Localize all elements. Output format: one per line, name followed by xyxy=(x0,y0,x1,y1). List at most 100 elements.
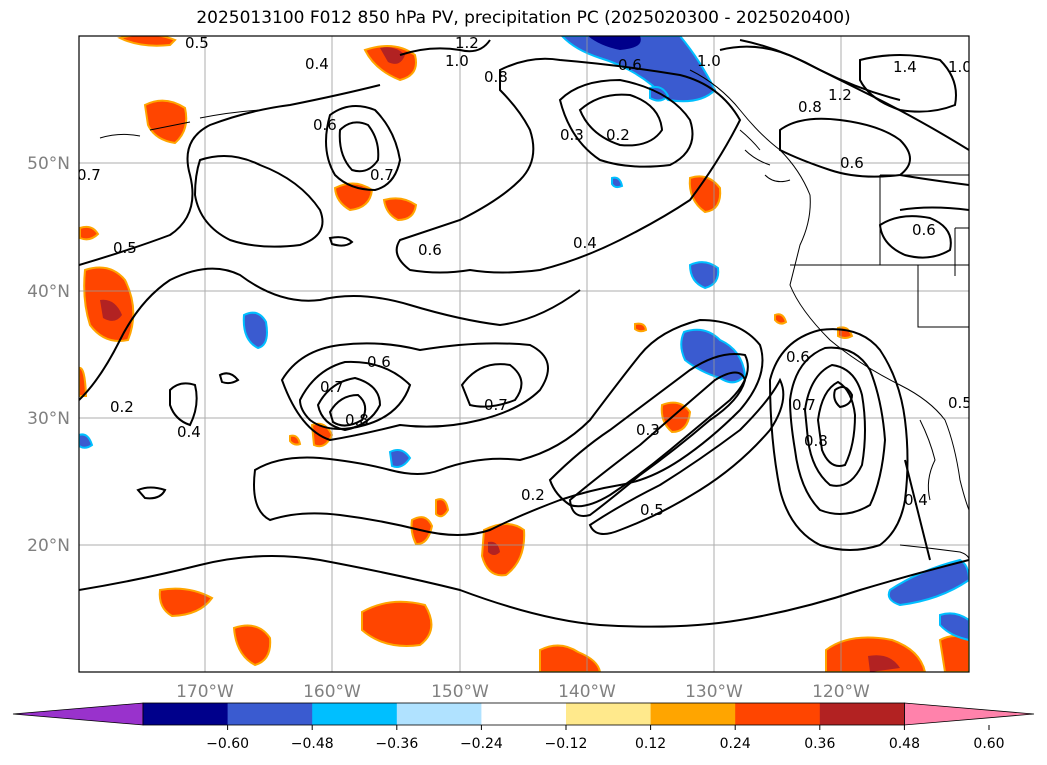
contour-label: 0.4 xyxy=(904,491,928,509)
contour-labels: 0.5 0.4 1.2 1.0 0.8 0.6 1.0 1.4 1.0 0.6 … xyxy=(77,34,972,519)
colorbar-extend-high xyxy=(904,702,1035,726)
precipitation-shading xyxy=(79,36,969,672)
lat-label: 20°N xyxy=(27,536,70,556)
pv-contour-line xyxy=(460,363,523,408)
pv-contour-line xyxy=(548,353,749,508)
pv-contour-line xyxy=(578,93,664,147)
pv-contour-line xyxy=(768,328,909,551)
precip-positive-blob xyxy=(660,401,692,434)
pv-contour-line xyxy=(395,57,742,274)
lat-label: 30°N xyxy=(27,409,70,429)
map-area xyxy=(79,36,969,672)
contour-label: 0.5 xyxy=(640,501,664,519)
pv-contour-line xyxy=(136,486,167,500)
colorbar-segment xyxy=(735,703,821,725)
colorbar-extend-low xyxy=(12,702,144,726)
precip-positive-blob xyxy=(938,635,969,672)
colorbar-tick-label: −0.36 xyxy=(375,736,418,752)
pv-contour-line xyxy=(169,382,198,427)
pv-contour-line xyxy=(193,155,324,248)
precip-negative-blob xyxy=(939,612,969,642)
contour-label: 0.6 xyxy=(786,348,810,366)
colorbar-tick-label: 0.36 xyxy=(804,736,835,752)
contour-label: 0.2 xyxy=(521,486,545,504)
contour-label: 0.7 xyxy=(320,378,344,396)
latitude-labels: 50°N 40°N 30°N 20°N xyxy=(27,154,70,556)
lon-label: 170°W xyxy=(176,682,234,702)
precip-positive-blob xyxy=(333,182,374,212)
colorbar-segment xyxy=(481,703,567,725)
pv-contour-line xyxy=(588,377,785,535)
contour-label: 1.0 xyxy=(697,52,721,70)
colorbar-tick-label: −0.24 xyxy=(460,736,503,752)
contour-label: 0.7 xyxy=(484,396,508,414)
contour-label: 0.7 xyxy=(77,166,101,184)
colorbar-segment xyxy=(312,703,398,725)
pv-contour-line xyxy=(779,117,911,178)
precip-positive-blob xyxy=(289,434,302,446)
contour-label: 1.4 xyxy=(893,58,917,76)
pv-contour-line xyxy=(338,121,380,173)
contour-label: 0.6 xyxy=(618,56,642,74)
pv-contour-line xyxy=(79,267,581,401)
colorbar-tick-label: −0.48 xyxy=(291,736,334,752)
precip-negative-blob xyxy=(887,558,969,607)
pv-contour-line xyxy=(878,215,952,259)
pv-contour-line xyxy=(218,372,240,385)
lon-label: 150°W xyxy=(431,682,489,702)
contour-label: 1.0 xyxy=(445,52,469,70)
pv-contour-line xyxy=(558,78,694,168)
contour-label: 0.8 xyxy=(804,432,828,450)
contour-label: 0.2 xyxy=(606,126,630,144)
contour-label: 0.7 xyxy=(792,396,816,414)
colorbar-tick-label: −0.60 xyxy=(206,736,249,752)
contour-label: 1.2 xyxy=(455,34,479,52)
pv-contour-line xyxy=(325,105,402,192)
precip-positive-blob xyxy=(117,36,177,47)
pv-contour-line xyxy=(803,363,866,487)
pv-contour-line xyxy=(788,346,887,515)
precip-negative-blob xyxy=(588,36,641,50)
lat-label: 40°N xyxy=(27,282,70,302)
pv-contour-line xyxy=(833,385,854,409)
pv-contour-line xyxy=(399,39,491,56)
pv-contour-line xyxy=(816,380,857,467)
contour-label: 0.6 xyxy=(840,154,864,172)
map-title: 2025013100 F012 850 hPa PV, precipitatio… xyxy=(196,8,851,28)
contour-label: 0.6 xyxy=(367,353,391,371)
precip-negative-blob xyxy=(79,433,94,449)
precip-positive-blob xyxy=(539,644,602,672)
precip-positive-blob xyxy=(634,322,648,333)
contour-label: 0.6 xyxy=(912,221,936,239)
precip-positive-blob xyxy=(382,197,418,222)
pv-contour-line xyxy=(328,236,354,247)
colorbar-segment xyxy=(396,703,482,725)
colorbar-tick-label: 0.48 xyxy=(889,736,920,752)
lon-label: 130°W xyxy=(685,682,743,702)
precip-positive-blob xyxy=(361,600,433,647)
coastlines xyxy=(99,69,969,561)
precip-negative-blob xyxy=(611,176,624,189)
contour-label: 0.5 xyxy=(948,394,972,412)
precip-negative-blob xyxy=(388,449,412,468)
contour-label: 0.2 xyxy=(110,398,134,416)
pv-contour-line xyxy=(568,371,747,517)
lon-label: 160°W xyxy=(303,682,361,702)
colorbar-segment xyxy=(819,703,905,725)
contour-label: 0.5 xyxy=(113,239,137,257)
precip-positive-blob xyxy=(435,498,450,518)
colorbar-segment xyxy=(143,703,229,725)
colorbar: −0.60 −0.48 −0.36 −0.24 −0.12 0.12 0.24 0.36 0.4… xyxy=(12,702,1035,752)
colorbar-tick-label: −0.12 xyxy=(545,736,588,752)
contour-label: 0.3 xyxy=(560,126,584,144)
precip-negative-blob xyxy=(680,328,747,384)
colorbar-segment xyxy=(650,703,736,725)
colorbar-segment xyxy=(227,703,313,725)
pv-contour-line xyxy=(298,360,412,430)
lon-label: 140°W xyxy=(558,682,616,702)
pv-contour-line xyxy=(739,39,901,101)
contour-label: 0.3 xyxy=(636,421,660,439)
longitude-labels: 170°W 160°W 150°W 140°W 130°W 120°W xyxy=(176,682,870,702)
contour-label: 0.8 xyxy=(484,68,508,86)
